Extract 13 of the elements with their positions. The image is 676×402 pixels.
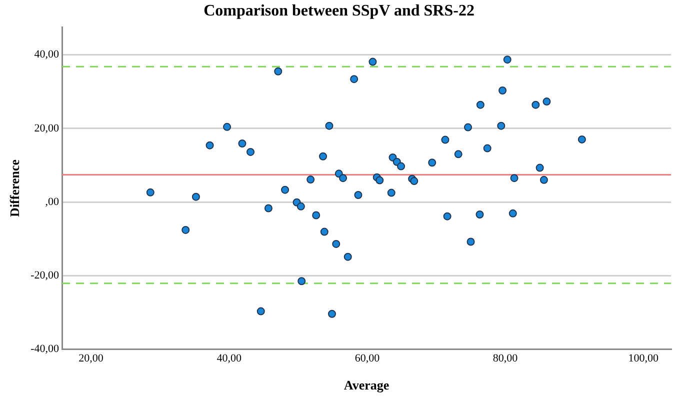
y-tick-label: -20,00	[30, 269, 60, 282]
y-tick-label: 20,00	[34, 122, 60, 134]
y-tick-label: -40,00	[30, 343, 60, 356]
x-tick-label: 100,00	[628, 352, 660, 365]
chart-title: Comparison between SSpV and SRS-22	[204, 2, 474, 20]
x-tick-label: 80,00	[492, 352, 518, 365]
x-tick-label: 20,00	[78, 352, 104, 365]
x-axis-title: Average	[344, 378, 390, 393]
y-tick-label: ,00	[45, 196, 60, 208]
y-tick-label: 40,00	[34, 48, 60, 61]
y-axis-title: Difference	[7, 159, 22, 217]
x-tick-label: 40,00	[216, 352, 242, 365]
x-tick-label: 60,00	[354, 352, 380, 365]
